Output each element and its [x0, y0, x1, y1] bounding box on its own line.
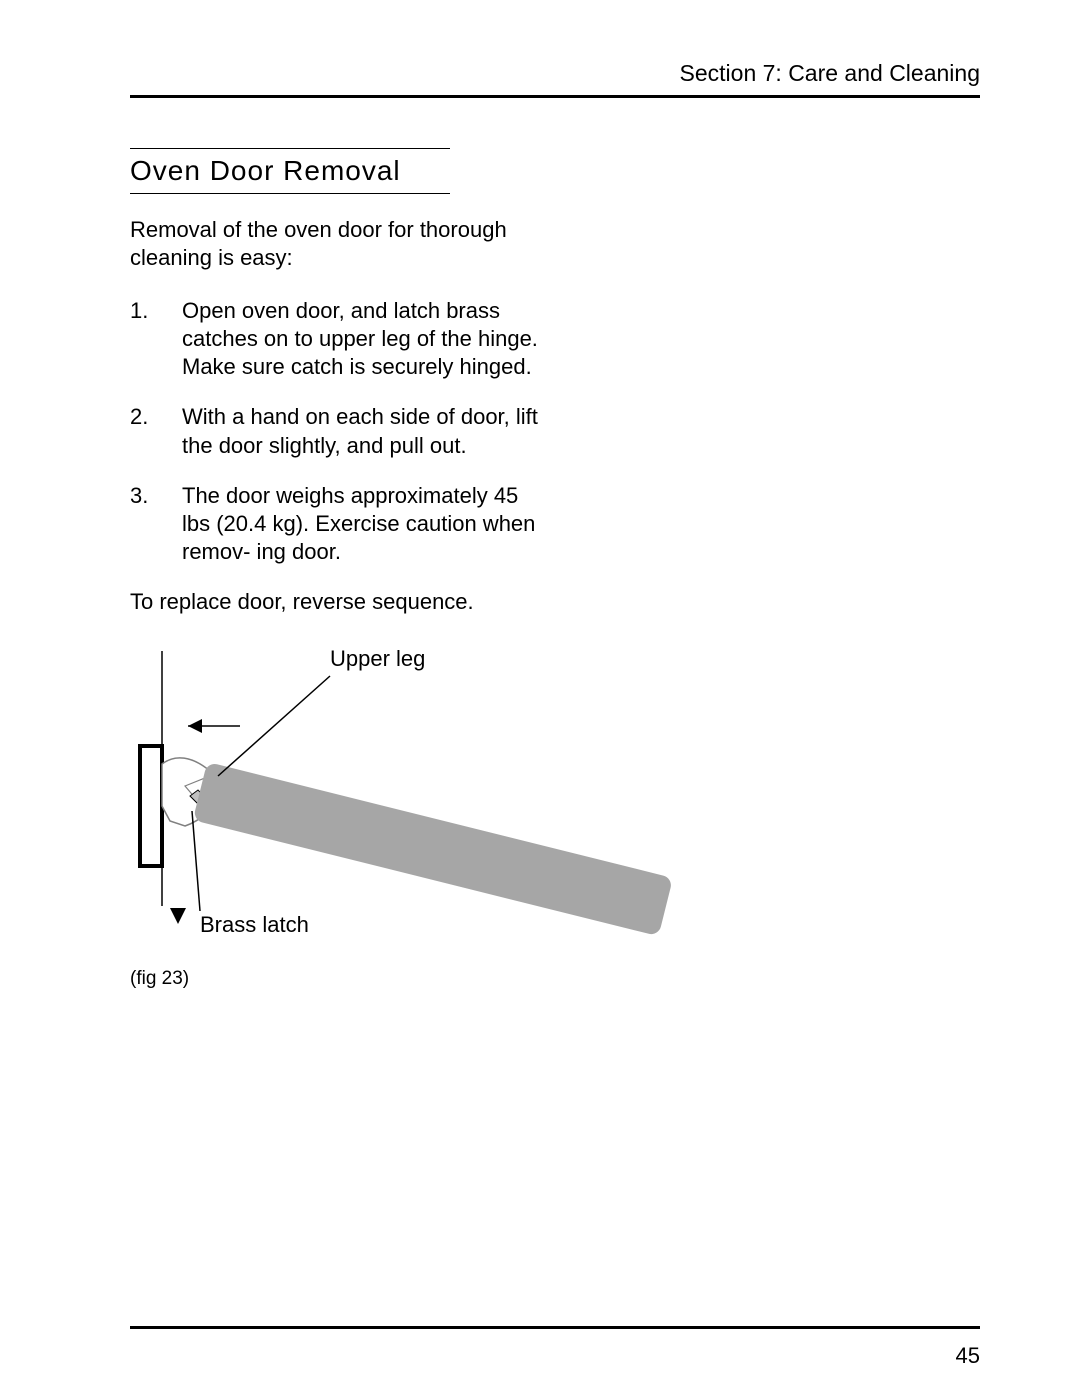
figure-caption: (fig 23): [130, 968, 189, 990]
outro-paragraph: To replace door, reverse sequence.: [130, 588, 550, 616]
section-title: Oven Door Removal: [130, 155, 450, 187]
down-arrow-icon: [170, 908, 186, 924]
oven-door-diagram-svg: [130, 646, 690, 946]
step-number: 1.: [130, 297, 182, 381]
content-column: Oven Door Removal Removal of the oven do…: [130, 148, 550, 1016]
footer-rule: [130, 1326, 980, 1329]
section-title-wrap: Oven Door Removal: [130, 148, 450, 194]
header-section-label: Section 7: Care and Cleaning: [130, 60, 980, 87]
label-brass-latch: Brass latch: [200, 912, 309, 938]
step-text: The door weighs approximately 45 lbs (20…: [182, 482, 550, 566]
step-item: 3. The door weighs approximately 45 lbs …: [130, 482, 550, 566]
header-rule: [130, 95, 980, 98]
document-page: Section 7: Care and Cleaning Oven Door R…: [0, 0, 1080, 1397]
frame-rect: [140, 746, 162, 866]
step-text: With a hand on each side of door, lift t…: [182, 403, 550, 459]
step-number: 3.: [130, 482, 182, 566]
left-arrow: [188, 719, 240, 733]
step-item: 2. With a hand on each side of door, lif…: [130, 403, 550, 459]
step-item: 1. Open oven door, and latch brass catch…: [130, 297, 550, 381]
page-number: 45: [956, 1343, 980, 1369]
intro-paragraph: Removal of the oven door for thorough cl…: [130, 216, 550, 271]
oven-door: [193, 762, 673, 936]
step-number: 2.: [130, 403, 182, 459]
step-text: Open oven door, and latch brass catches …: [182, 297, 550, 381]
figure-diagram: Upper leg: [130, 646, 690, 1016]
leader-brass-latch: [192, 811, 200, 911]
